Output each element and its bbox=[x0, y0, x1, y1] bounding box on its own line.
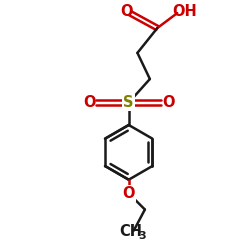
Text: OH: OH bbox=[172, 4, 197, 20]
Text: O: O bbox=[162, 95, 174, 110]
Text: S: S bbox=[124, 95, 134, 110]
Text: O: O bbox=[120, 4, 132, 20]
Text: 3: 3 bbox=[138, 231, 146, 241]
Text: O: O bbox=[83, 95, 96, 110]
Text: CH: CH bbox=[120, 224, 143, 240]
Text: O: O bbox=[122, 186, 135, 201]
